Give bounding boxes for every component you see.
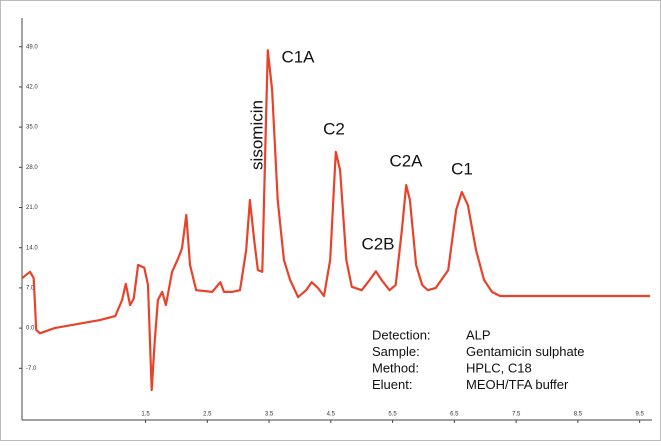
x-tick-label: 8.5	[574, 412, 583, 418]
y-tick-label: 49.0	[26, 44, 38, 50]
peak-label: C1	[451, 159, 473, 178]
peak-label: C2	[323, 119, 345, 138]
info-value: Gentamicin sulphate	[466, 344, 585, 359]
x-tick-label: 3.5	[265, 412, 274, 418]
peak-label: C1A	[281, 47, 315, 66]
info-value: HPLC, C18	[466, 360, 532, 375]
y-tick-label: 42.0	[26, 84, 38, 90]
info-label: Eluent:	[372, 377, 412, 392]
x-tick-label: 1.5	[141, 412, 150, 418]
x-tick-label: 6.5	[450, 412, 459, 418]
x-tick-label: 7.5	[512, 412, 521, 418]
y-tick-label: 21.0	[26, 205, 38, 211]
x-tick-label: 9.5	[635, 412, 644, 418]
info-value: MEOH/TFA buffer	[466, 377, 569, 392]
peak-label: C2B	[361, 234, 394, 253]
y-tick-label: 7.0	[26, 285, 35, 291]
x-tick-label: 2.5	[203, 412, 212, 418]
x-tick-label: 5.5	[388, 412, 397, 418]
peak-label: sisomicin	[247, 100, 266, 170]
y-tick-label: 35.0	[26, 125, 38, 131]
y-tick-label: 0.0	[26, 326, 35, 332]
y-tick-label: 28.0	[26, 165, 38, 171]
peak-label: C2A	[389, 151, 423, 170]
x-tick-label: 4.5	[327, 412, 336, 418]
plot-area: 49.0 42.0 35.0 28.0 21.0 14.0 7.0 0.0 -7.0 1.5 2.5…	[19, 18, 652, 423]
info-label: Method:	[372, 360, 419, 375]
y-tick-label: -7.0	[26, 366, 37, 372]
y-tick-label: 14.0	[26, 245, 38, 251]
info-label: Sample:	[372, 344, 420, 359]
info-value: ALP	[466, 327, 491, 342]
series-line	[21, 49, 651, 392]
info-label: Detection:	[372, 327, 431, 342]
